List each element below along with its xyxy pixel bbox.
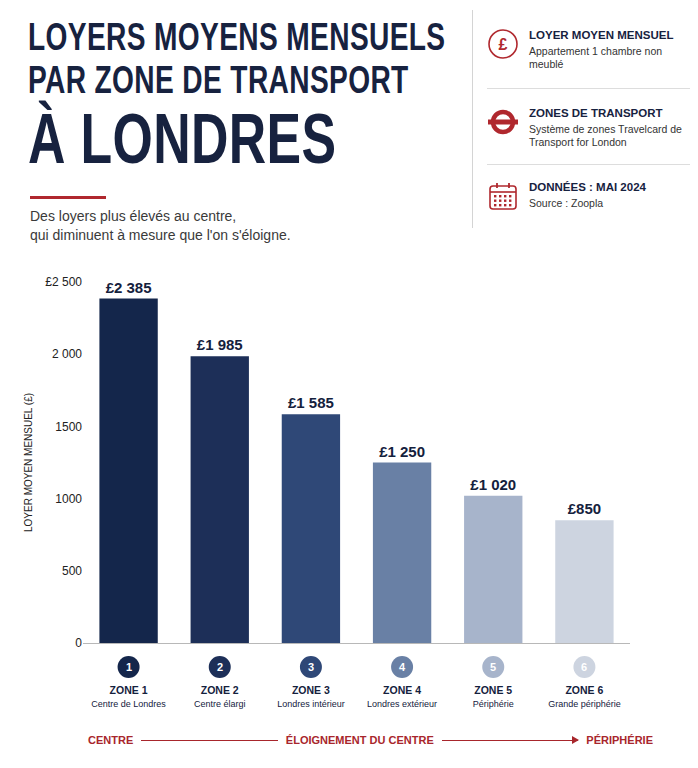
svg-text:1500: 1500 [55, 420, 82, 434]
html-text:ZONES DE TRANSPORT: ZONES DE TRANSPORT [529, 107, 663, 119]
html-text:Source : Zoopla: Source : Zoopla [529, 197, 604, 209]
html-text:CENTRE: CENTRE [88, 734, 134, 746]
svg-text:£2 385: £2 385 [106, 279, 152, 296]
svg-text:ZONE 2Centre élargi: ZONE 2Centre élargi [194, 684, 246, 710]
html-text:Système de zones Travelcard de: Système de zones Travelcard de Transport… [529, 123, 682, 148]
svg-text:4: 4 [399, 661, 406, 673]
svg-text:£1 585: £1 585 [288, 394, 334, 411]
svg-text:£850: £850 [568, 500, 601, 517]
svg-text:2 000: 2 000 [52, 347, 82, 361]
svg-text:500: 500 [62, 564, 82, 578]
svg-text:ZONE 1Centre de Londres: ZONE 1Centre de Londres [91, 684, 166, 710]
html-text:PAR ZONE DE TRANSPORT: PAR ZONE DE TRANSPORT [28, 59, 409, 101]
html-text:LOYER MOYEN MENSUEL: LOYER MOYEN MENSUEL [529, 29, 674, 41]
svg-text:ZONE 3Londres intérieur: ZONE 3Londres intérieur [277, 684, 345, 710]
html-text:Appartement 1 chambre non meub: Appartement 1 chambre non meublé [529, 45, 663, 70]
svg-text:5: 5 [490, 661, 496, 673]
html-text:qui diminuent à mesure que l'o: qui diminuent à mesure que l'on s'éloign… [30, 227, 291, 243]
html-text:ÉLOIGNEMENT DU CENTRE: ÉLOIGNEMENT DU CENTRE [285, 734, 434, 746]
svg-text:1: 1 [126, 661, 132, 673]
html-text:Des loyers plus élevés au cent: Des loyers plus élevés au centre, [30, 208, 237, 224]
html-text:DONNÉES : MAI 2024: DONNÉES : MAI 2024 [529, 181, 646, 193]
svg-text:£1 985: £1 985 [197, 336, 243, 353]
html-text:PÉRIPHÉRIE: PÉRIPHÉRIE [586, 734, 653, 746]
svg-text:LOYER MOYEN MENSUEL (£): LOYER MOYEN MENSUEL (£) [23, 393, 34, 532]
svg-text:2: 2 [217, 661, 223, 673]
svg-text:6: 6 [581, 661, 587, 673]
svg-text:3: 3 [308, 661, 314, 673]
svg-text:ZONE 5Périphérie: ZONE 5Périphérie [473, 684, 514, 710]
svg-text:£1 250: £1 250 [379, 443, 425, 460]
svg-text:ZONE 4Londres extérieur: ZONE 4Londres extérieur [367, 684, 437, 710]
svg-text:£: £ [499, 36, 508, 53]
svg-text:£1 020: £1 020 [470, 476, 516, 493]
html-text:À LONDRES: À LONDRES [28, 100, 337, 178]
svg-text:1000: 1000 [55, 492, 82, 506]
svg-text:0: 0 [75, 636, 82, 650]
svg-text:ZONE 6Grande périphérie: ZONE 6Grande périphérie [548, 684, 621, 710]
html-text:LOYERS MOYENS MENSUELS: LOYERS MOYENS MENSUELS [28, 16, 446, 58]
svg-text:£2 500: £2 500 [45, 275, 82, 289]
